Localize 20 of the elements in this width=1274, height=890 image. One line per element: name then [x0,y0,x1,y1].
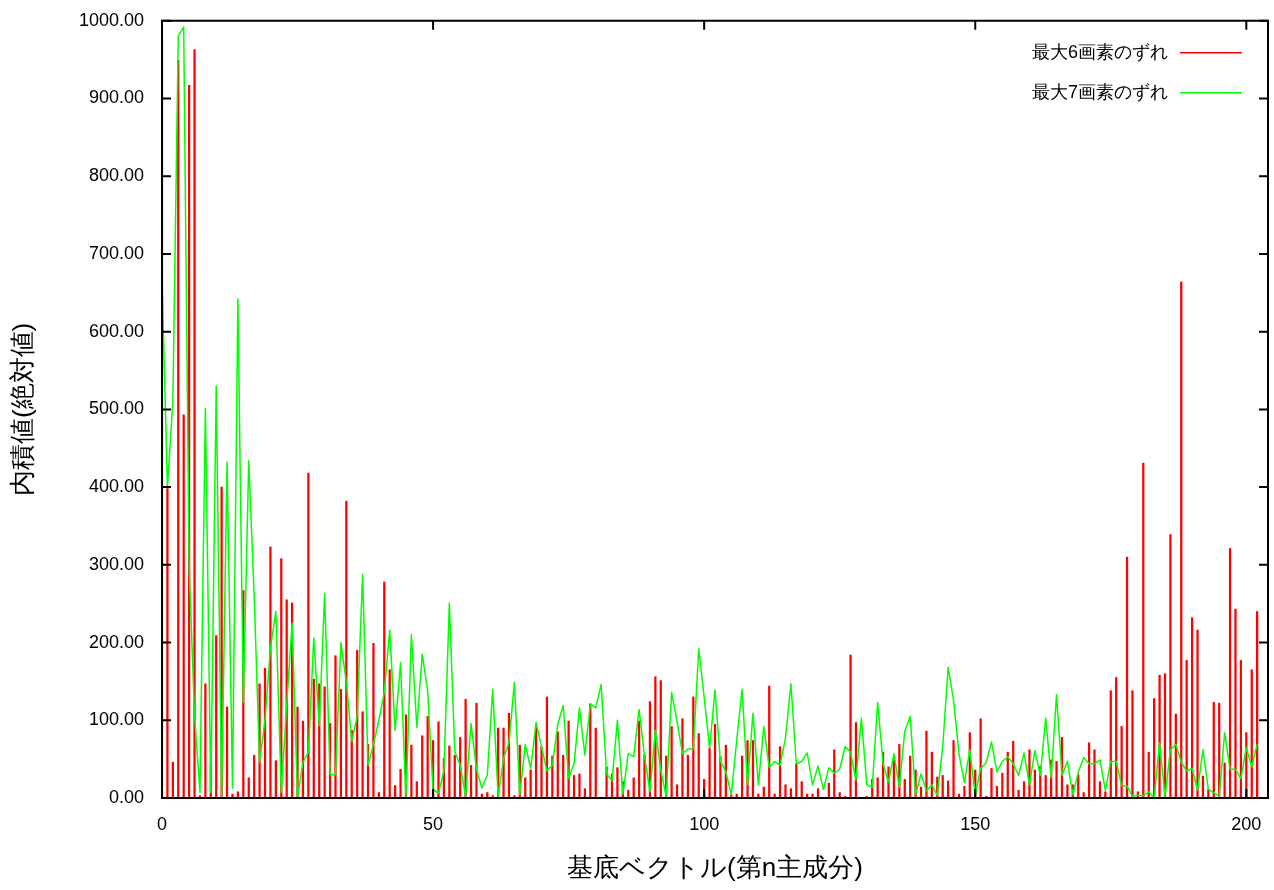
x-tick-label: 150 [960,813,991,834]
y-tick-label: 500.00 [88,398,144,419]
y-tick-label: 400.00 [88,476,144,497]
x-tick-label: 100 [689,813,720,834]
y-tick-label: 900.00 [88,87,144,108]
x-tick-label: 200 [1231,813,1262,834]
legend-label: 最大6画素のずれ [1031,41,1168,62]
y-tick-label: 100.00 [88,709,144,730]
y-tick-label: 200.00 [88,631,144,652]
y-tick-label: 600.00 [88,320,144,341]
legend-label: 最大7画素のずれ [1031,81,1168,102]
y-tick-label: 1000.00 [78,9,144,30]
x-tick-label: 50 [423,813,444,834]
y-tick-label: 700.00 [88,242,144,263]
y-tick-label: 300.00 [88,553,144,574]
x-tick-label: 0 [156,813,168,834]
y-axis-title: 内積値(絶対値) [6,322,37,497]
x-axis-title: 基底ベクトル(第n主成分) [567,851,863,882]
y-tick-label: 0.00 [108,786,144,807]
y-tick-label: 800.00 [88,165,144,186]
